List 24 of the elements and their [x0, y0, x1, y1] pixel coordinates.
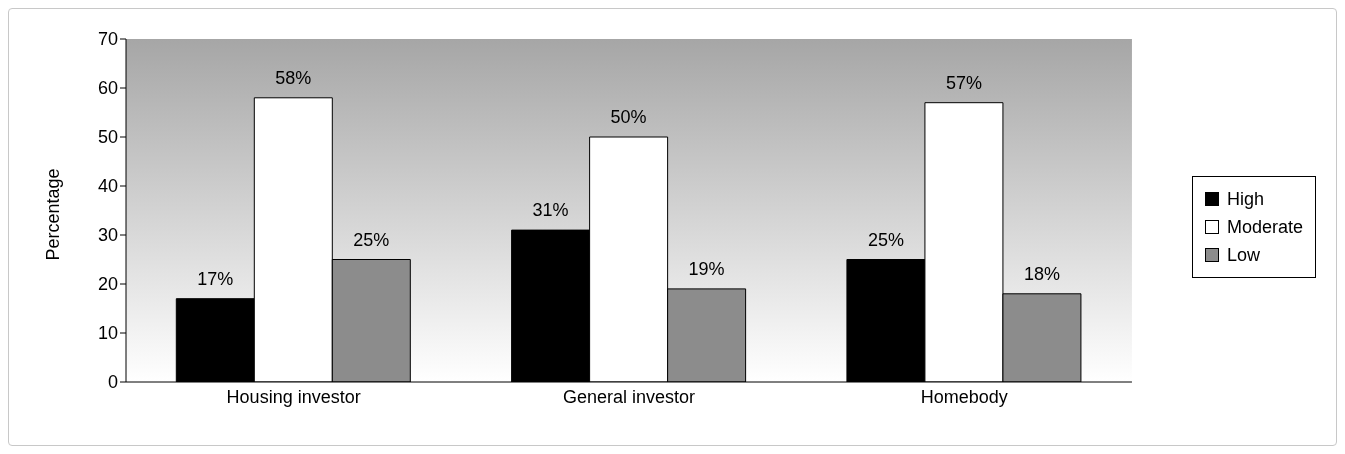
data-label: 19% — [688, 258, 725, 279]
y-tick-label: 70 — [97, 29, 118, 50]
x-tick-label: General investor — [562, 386, 696, 407]
data-label: 58% — [275, 67, 312, 88]
y-axis-title: Percentage — [43, 168, 64, 261]
x-tick-label: Homebody — [920, 386, 1008, 407]
y-tick-label: 40 — [97, 176, 118, 197]
y-tick-label: 30 — [97, 225, 118, 246]
data-label: 17% — [197, 268, 234, 289]
y-tick-label: 60 — [97, 78, 118, 99]
data-label: 57% — [945, 72, 982, 93]
data-label: 25% — [353, 229, 390, 250]
y-tick-label: 20 — [97, 274, 118, 295]
y-tick-label: 10 — [97, 323, 118, 344]
legend-label: High — [1226, 188, 1264, 211]
y-tick-label: 0 — [107, 372, 118, 393]
y-tick-label: 50 — [97, 127, 118, 148]
data-label: 25% — [867, 229, 904, 250]
data-label: 31% — [532, 200, 569, 221]
data-label: 18% — [1023, 263, 1060, 284]
data-label: 50% — [610, 107, 647, 127]
x-tick-label: Housing investor — [226, 386, 361, 407]
legend-label: Moderate — [1226, 216, 1303, 239]
legend-label: Low — [1226, 244, 1260, 267]
